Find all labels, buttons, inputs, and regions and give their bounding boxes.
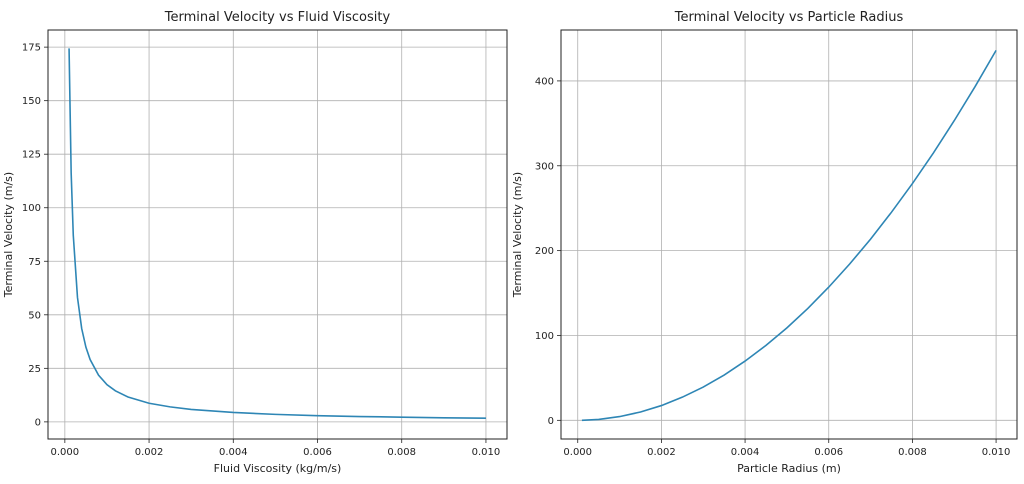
y-tick-label: 300 xyxy=(535,161,554,172)
x-tick-label: 0.008 xyxy=(898,447,927,458)
x-tick-label: 0.010 xyxy=(982,447,1011,458)
x-axis-label: Particle Radius (m) xyxy=(737,462,841,475)
chart-title: Terminal Velocity vs Particle Radius xyxy=(674,10,904,25)
chart-viscosity: 0.000 0.002 0.004 0.006 0.008 0.010 0 25 50 75 100… xyxy=(2,10,508,475)
plot-frame xyxy=(47,29,508,440)
y-tick-label: 150 xyxy=(22,96,41,107)
tick-layer: 0.000 0.002 0.004 0.006 0.008 0.010 0 100 200 300… xyxy=(535,76,1010,458)
x-tick-label: 0.004 xyxy=(219,447,248,458)
y-tick-label: 100 xyxy=(22,203,41,214)
y-axis-label: Terminal Velocity (m/s) xyxy=(2,172,15,298)
y-tick-label: 200 xyxy=(535,246,554,257)
chart-radius: 0.000 0.002 0.004 0.006 0.008 0.010 0 100 200 300… xyxy=(511,10,1018,475)
x-tick-label: 0.006 xyxy=(303,447,332,458)
x-tick-label: 0.010 xyxy=(472,447,501,458)
x-tick-label: 0.002 xyxy=(647,447,676,458)
chart-title: Terminal Velocity vs Fluid Viscosity xyxy=(164,10,391,25)
tick-layer: 0.000 0.002 0.004 0.006 0.008 0.010 0 25 50 75 100… xyxy=(22,43,500,458)
y-tick-label: 175 xyxy=(22,43,41,54)
y-tick-label: 100 xyxy=(535,331,554,342)
series-line xyxy=(581,49,997,422)
y-tick-label: 50 xyxy=(28,310,41,321)
y-tick-label: 0 xyxy=(35,417,41,428)
x-tick-label: 0.002 xyxy=(135,447,164,458)
grid-layer xyxy=(48,30,507,439)
x-axis-label: Fluid Viscosity (kg/m/s) xyxy=(214,462,342,475)
y-tick-label: 25 xyxy=(28,364,41,375)
y-tick-label: 125 xyxy=(22,150,41,161)
x-tick-label: 0.008 xyxy=(387,447,416,458)
y-tick-label: 75 xyxy=(28,257,41,268)
y-tick-label: 0 xyxy=(548,416,554,427)
x-tick-label: 0.004 xyxy=(731,447,760,458)
plot-frame xyxy=(560,29,1018,440)
x-tick-label: 0.000 xyxy=(51,447,80,458)
x-tick-label: 0.000 xyxy=(563,447,592,458)
y-tick-label: 400 xyxy=(535,76,554,87)
y-axis-label: Terminal Velocity (m/s) xyxy=(511,172,524,298)
grid-layer xyxy=(561,30,1017,439)
series-line xyxy=(68,48,486,420)
x-tick-label: 0.006 xyxy=(814,447,843,458)
